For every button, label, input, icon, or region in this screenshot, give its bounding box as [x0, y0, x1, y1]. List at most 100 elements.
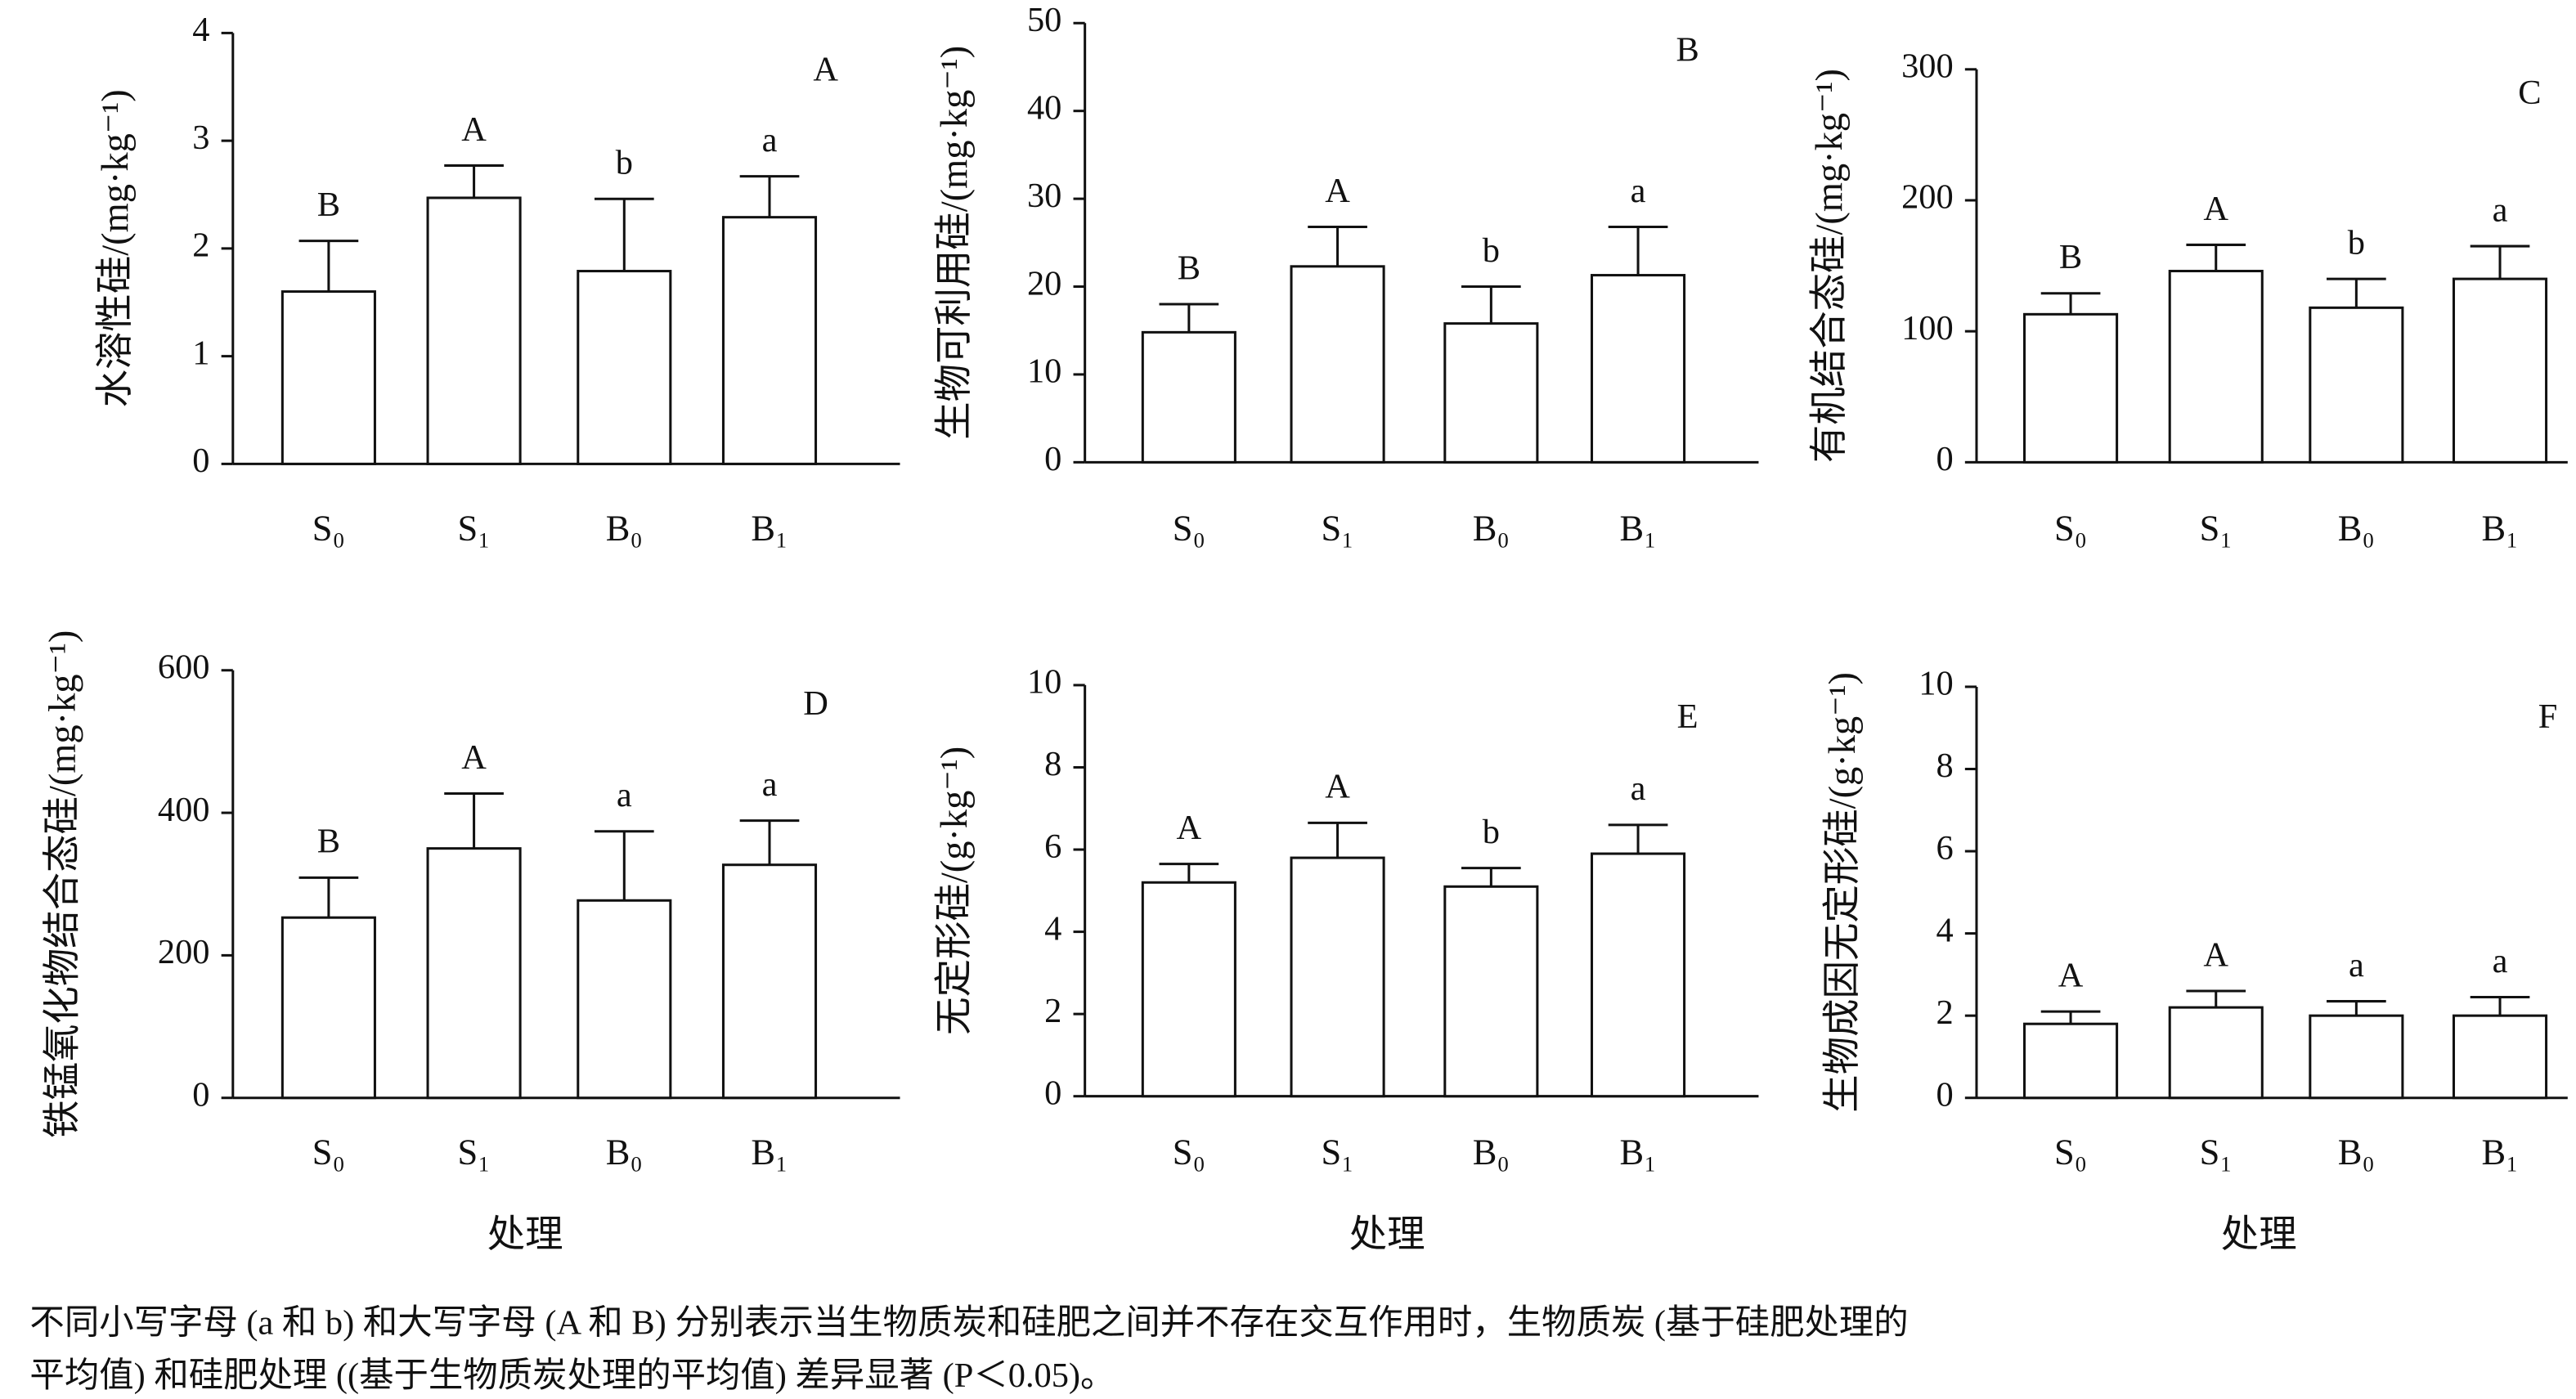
significance-letter: a — [2493, 942, 2508, 980]
bar — [426, 196, 522, 465]
bar — [721, 863, 818, 1100]
significance-letter: a — [617, 776, 632, 814]
significance-letter: A — [461, 110, 487, 149]
bar — [2452, 277, 2548, 464]
bar — [2023, 312, 2119, 464]
x-tick-label: S₁ — [457, 1132, 490, 1173]
y-tick-label: 4 — [192, 11, 209, 49]
bar — [577, 899, 672, 1100]
y-tick-label: 10 — [1027, 352, 1061, 391]
x-tick-label: S₀ — [2054, 507, 2087, 548]
y-tick-label: 8 — [1044, 745, 1061, 783]
bar — [2023, 1022, 2119, 1100]
significance-letter: a — [2493, 191, 2508, 229]
significance-letter: B — [317, 823, 340, 861]
significance-letter: B — [1178, 249, 1200, 287]
y-tick-label: 50 — [1027, 1, 1061, 39]
bar — [2168, 269, 2264, 464]
y-tick-label: 2 — [192, 226, 209, 265]
y-tick-label: 10 — [1919, 665, 1953, 703]
bar — [1141, 330, 1236, 464]
y-axis-label: 生物成因无定形硅/(g·kg⁻¹) — [1822, 672, 1864, 1113]
y-tick-label: 200 — [1901, 178, 1954, 217]
significance-letter: A — [461, 738, 487, 777]
significance-letter: A — [1325, 768, 1350, 806]
x-tick-label: B₀ — [1473, 507, 1510, 548]
bar — [280, 290, 376, 465]
y-tick-label: 6 — [1044, 827, 1061, 866]
x-axis-label: 处理 — [487, 1214, 563, 1256]
y-tick-label: 6 — [1936, 829, 1954, 868]
panel-label: D — [803, 684, 828, 723]
y-tick-label: 400 — [158, 791, 210, 829]
significance-letter: A — [2203, 190, 2228, 228]
bar — [1591, 852, 1686, 1098]
y-axis-label: 水溶性硅/(mg·kg⁻¹) — [95, 89, 137, 407]
y-tick-label: 8 — [1936, 747, 1954, 785]
caption-line: 不同小写字母 (a 和 b) 和大写字母 (A 和 B) 分别表示当生物质炭和硅… — [29, 1303, 1908, 1342]
panel-label: F — [2538, 697, 2558, 736]
x-tick-label: B₁ — [2481, 1132, 2518, 1173]
significance-letter: a — [1631, 769, 1646, 808]
significance-letter: A — [1325, 172, 1350, 210]
bar — [2309, 306, 2404, 464]
y-tick-label: 0 — [192, 442, 209, 480]
y-tick-label: 40 — [1027, 88, 1061, 127]
significance-letter: b — [1483, 813, 1500, 851]
y-tick-label: 0 — [1936, 440, 1954, 478]
x-tick-label: B₁ — [2481, 507, 2518, 548]
bar — [1443, 885, 1539, 1098]
bar — [1141, 881, 1236, 1098]
x-tick-label: B₀ — [606, 1132, 643, 1173]
x-tick-label: S₁ — [1321, 507, 1353, 548]
y-tick-label: 200 — [158, 933, 210, 971]
x-tick-label: B₁ — [1619, 507, 1656, 548]
x-tick-label: S₀ — [312, 1132, 345, 1173]
y-tick-label: 10 — [1027, 663, 1061, 702]
bar — [1591, 274, 1686, 464]
bar — [1290, 856, 1385, 1098]
y-tick-label: 0 — [1936, 1075, 1954, 1114]
significance-letter: b — [1483, 231, 1500, 270]
significance-letter: b — [616, 144, 633, 182]
x-tick-label: S₀ — [1173, 507, 1205, 548]
y-axis-label: 铁锰氧化物结合态硅/(mg·kg⁻¹) — [43, 630, 84, 1138]
x-tick-label: B₀ — [2338, 507, 2375, 548]
x-tick-label: S₁ — [1321, 1132, 1353, 1173]
y-axis-label: 无定形硅/(g·kg⁻¹) — [934, 747, 976, 1035]
y-tick-label: 30 — [1027, 177, 1061, 215]
x-tick-label: B₀ — [606, 507, 643, 548]
panel-label: A — [813, 51, 838, 89]
y-tick-label: 20 — [1027, 264, 1061, 303]
significance-letter: a — [762, 121, 778, 159]
x-tick-label: B₁ — [751, 1132, 788, 1173]
bar — [2168, 1006, 2264, 1100]
x-tick-label: B₀ — [1473, 1132, 1510, 1173]
significance-letter: A — [1177, 809, 1202, 847]
bar — [426, 847, 522, 1100]
y-tick-label: 2 — [1044, 992, 1061, 1030]
significance-letter: B — [317, 186, 340, 224]
x-tick-label: S₁ — [457, 507, 490, 548]
significance-letter: a — [762, 765, 778, 804]
bar — [280, 916, 376, 1100]
y-axis-label: 生物可利用硅/(mg·kg⁻¹) — [934, 46, 976, 440]
significance-letter: A — [2203, 935, 2228, 974]
significance-letter: b — [2348, 223, 2365, 262]
x-tick-label: S₀ — [312, 507, 345, 548]
y-tick-label: 0 — [1044, 440, 1061, 478]
significance-letter: a — [1631, 172, 1646, 210]
x-axis-label: 处理 — [1349, 1214, 1425, 1256]
x-tick-label: S₀ — [1173, 1132, 1205, 1173]
y-tick-label: 1 — [192, 334, 209, 372]
y-tick-label: 2 — [1936, 993, 1954, 1032]
y-axis-label: 有机结合态硅/(mg·kg⁻¹) — [1809, 69, 1851, 463]
x-tick-label: B₁ — [751, 507, 788, 548]
bar — [2452, 1014, 2548, 1100]
significance-letter: A — [2058, 956, 2084, 994]
significance-letter: a — [2349, 946, 2364, 984]
y-tick-label: 0 — [192, 1075, 209, 1114]
y-tick-label: 4 — [1936, 911, 1954, 949]
y-tick-label: 300 — [1901, 47, 1954, 86]
panel-label: B — [1676, 30, 1699, 69]
